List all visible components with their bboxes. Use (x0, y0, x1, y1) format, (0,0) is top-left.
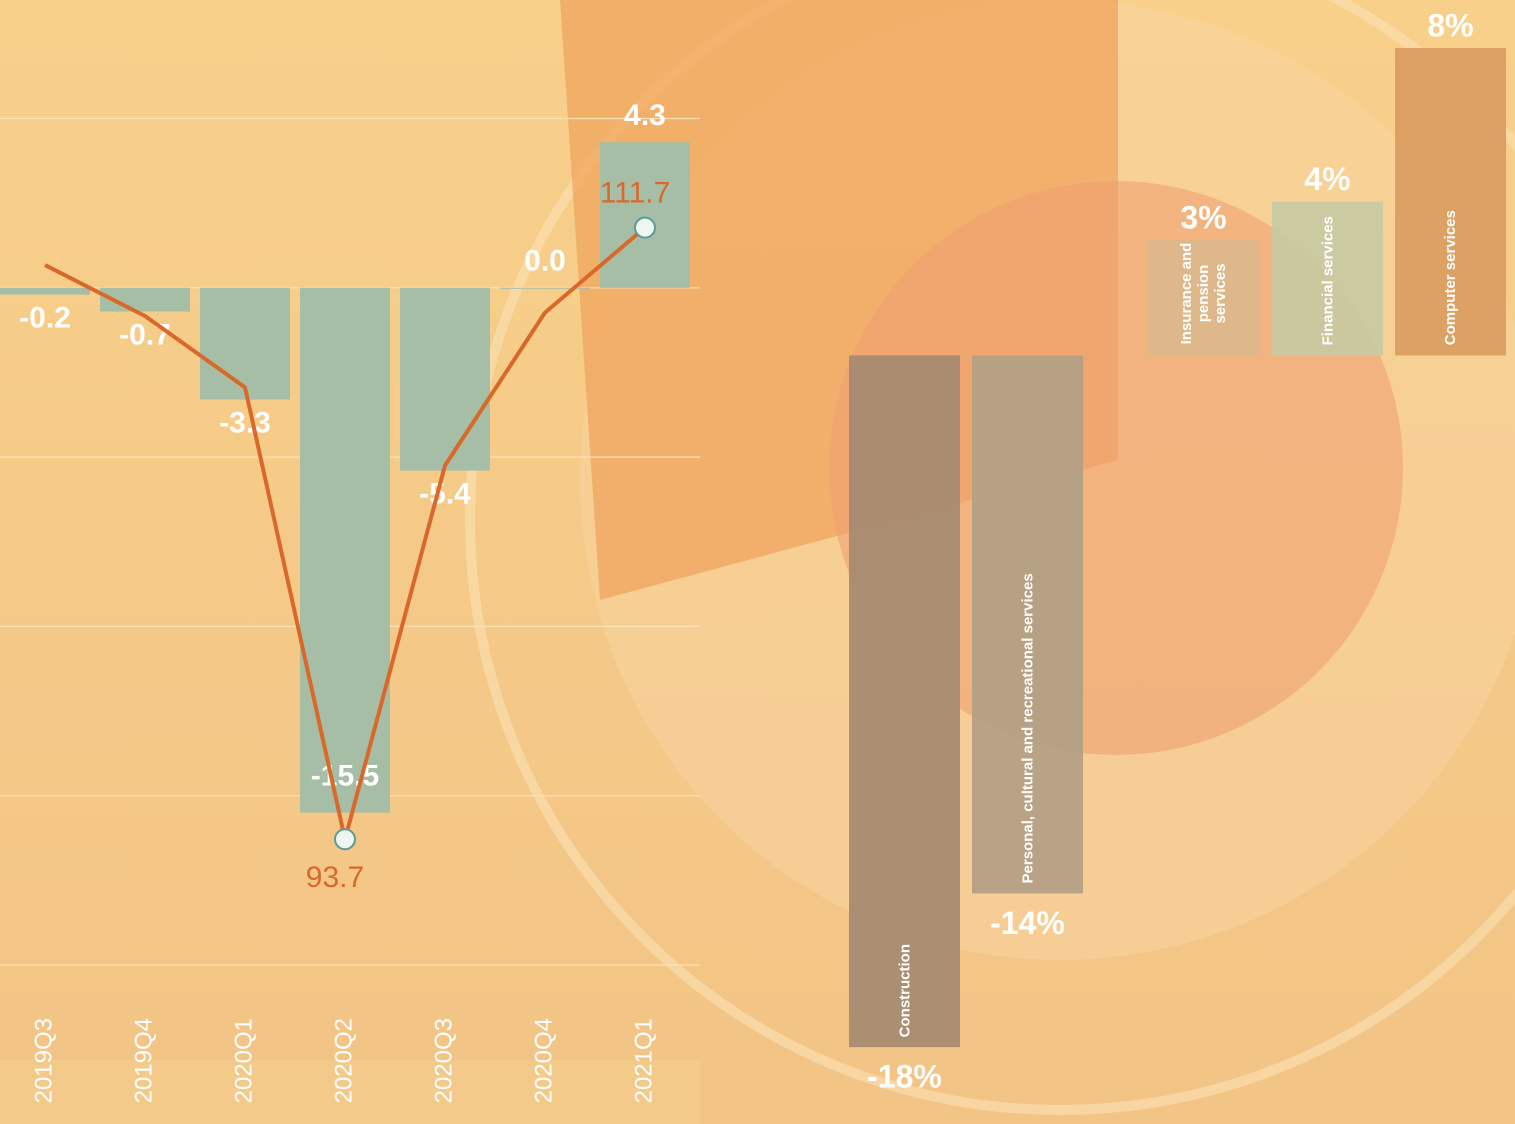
decor-strip (0, 1060, 700, 1124)
x-tick-label: 2020Q1 (230, 1018, 257, 1103)
bar-value-label: -0.7 (119, 318, 171, 351)
bar (200, 287, 290, 400)
bar (849, 355, 960, 1048)
bar-value-label: -18% (867, 1059, 942, 1095)
bar-value-label: -5.4 (419, 478, 471, 511)
x-tick-label: 2019Q4 (130, 1018, 157, 1103)
bar (0, 287, 90, 295)
bar-category-label: Construction (895, 943, 913, 1038)
bar (1395, 48, 1506, 356)
bar-category-label: Personal, cultural and recreational serv… (1018, 573, 1036, 884)
bar-value-label: -15.5 (311, 760, 379, 793)
bar-value-label: 4% (1304, 161, 1350, 197)
line-marker (634, 216, 656, 239)
x-tick-label: 2020Q4 (530, 1018, 557, 1103)
x-tick-label: 2021Q1 (630, 1018, 657, 1103)
bar-value-label: 8% (1427, 7, 1473, 43)
bar (500, 287, 590, 289)
bar (400, 287, 490, 471)
bar-value-label: 4.3 (624, 99, 666, 132)
bar-category-label: Computer services (1441, 210, 1459, 346)
bar (600, 142, 690, 288)
line-value-label: 93.7 (306, 861, 364, 894)
x-tick-label: 2020Q3 (430, 1018, 457, 1103)
decor-ring (465, 0, 1515, 1115)
bar (1148, 240, 1259, 356)
bar-value-label: -14% (990, 905, 1065, 941)
line-marker (334, 828, 356, 851)
bar-category-label: Insurance and pension services (1177, 242, 1229, 345)
bar (972, 355, 1083, 894)
bar-value-label: -3.3 (219, 406, 271, 439)
line-value-label: 111.7 (600, 177, 671, 210)
bar (300, 287, 390, 813)
x-tick-label: 2020Q2 (330, 1018, 357, 1103)
x-tick-label: 2019Q3 (30, 1018, 57, 1103)
bar-value-label: 3% (1180, 200, 1226, 236)
bar-value-label: -0.2 (19, 302, 71, 335)
bar-category-label: Financial services (1318, 216, 1336, 346)
bar-value-label: 0.0 (524, 245, 566, 278)
bar (1272, 201, 1383, 356)
